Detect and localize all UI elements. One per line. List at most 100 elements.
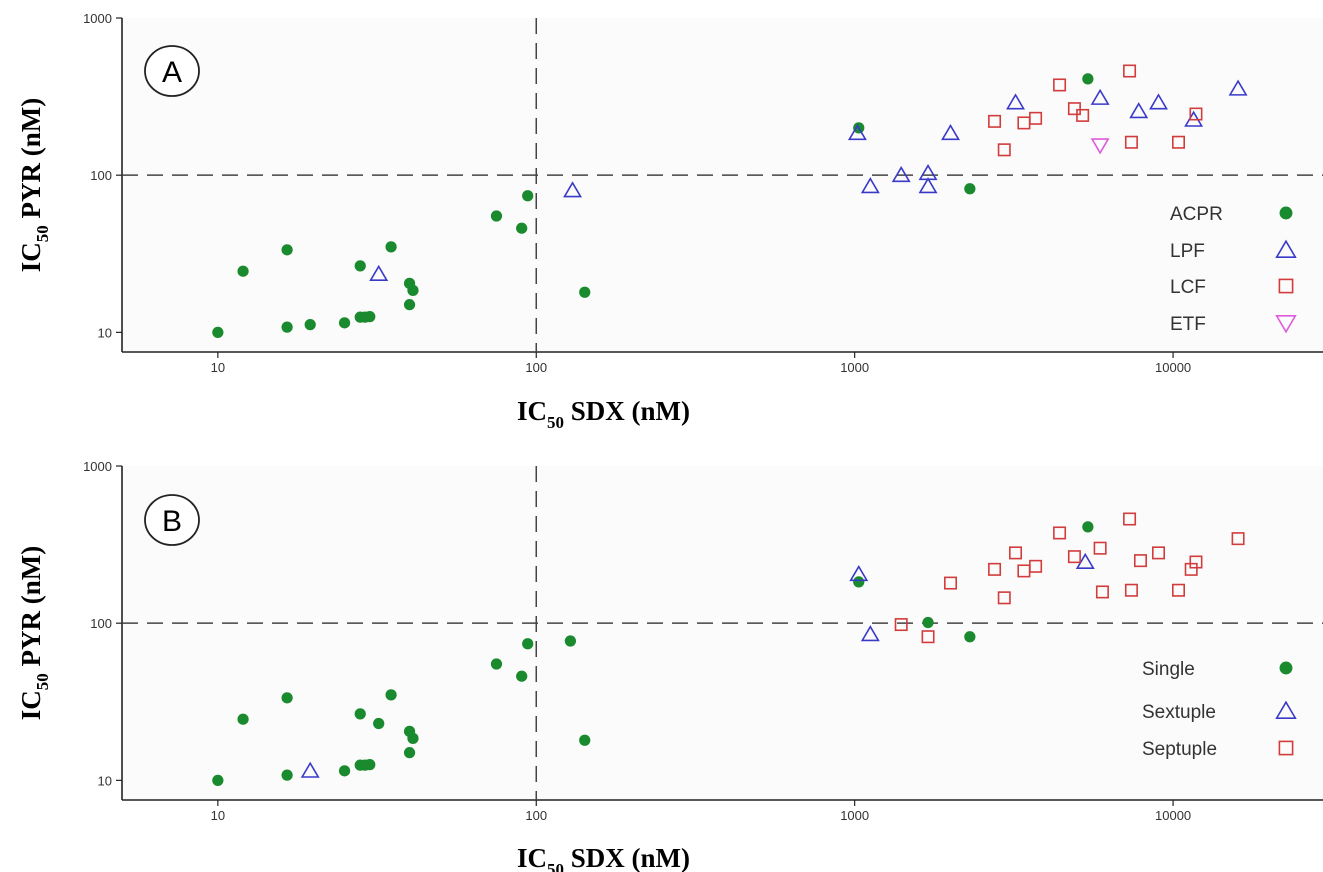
data-point	[403, 747, 416, 759]
panel-b: 10 100 1000 10000 10 100 1000 IC50 SDX (nM) IC50…	[16, 459, 1323, 872]
y-tick-label: 100	[90, 168, 112, 183]
x-axis-title: IC50 SDX (nM)	[517, 843, 690, 872]
data-point	[860, 625, 880, 642]
data-point	[385, 689, 397, 701]
data-point	[997, 591, 1011, 605]
legend-label: ACPR	[1170, 204, 1223, 225]
data-point	[1133, 554, 1147, 568]
data-point	[964, 631, 976, 643]
data-point	[1082, 73, 1094, 85]
data-point	[338, 317, 351, 329]
legend-marker	[1275, 239, 1297, 258]
data-point	[1053, 78, 1067, 92]
data-point	[516, 670, 528, 682]
data-point	[922, 616, 934, 629]
y-axis-title: IC50 PYR (nM)	[16, 98, 52, 273]
data-point	[522, 638, 534, 650]
data-point	[364, 310, 376, 323]
data-point	[1029, 559, 1043, 573]
data-point	[1124, 135, 1138, 149]
data-point	[281, 769, 293, 781]
series-single	[212, 521, 1094, 786]
data-point	[1093, 541, 1107, 555]
data-point	[212, 774, 224, 786]
data-point	[1123, 512, 1137, 526]
panel-label-circle	[144, 494, 200, 546]
data-point	[997, 143, 1011, 157]
data-point	[853, 576, 865, 588]
data-point	[237, 713, 249, 725]
legend-label: LPF	[1170, 241, 1205, 262]
data-point	[281, 692, 293, 704]
y-tick-label: 10	[98, 325, 112, 340]
panel-label: A	[162, 56, 182, 89]
data-point	[403, 299, 416, 311]
data-point	[1123, 64, 1137, 78]
plot-area	[122, 18, 1323, 352]
series-lcf	[988, 64, 1203, 157]
data-point	[944, 576, 958, 590]
data-point	[988, 562, 1002, 576]
x-tick-label: 100	[525, 808, 547, 823]
data-point	[1009, 546, 1023, 560]
data-point	[212, 326, 224, 338]
data-point	[1184, 562, 1198, 576]
legend-marker	[1275, 700, 1297, 719]
data-point	[1082, 521, 1094, 533]
legend-marker	[1275, 315, 1297, 334]
data-point	[1029, 111, 1043, 125]
legend: ACPR LPF LCF ETF	[1170, 204, 1297, 335]
data-point	[1228, 79, 1248, 96]
x-tick-label: 1000	[840, 808, 869, 823]
y-axis-title: IC50 PYR (nM)	[16, 546, 52, 721]
x-tick-label: 100	[525, 360, 547, 375]
data-point	[490, 658, 503, 670]
data-point	[1124, 583, 1138, 597]
data-point	[1152, 546, 1166, 560]
data-point	[281, 244, 293, 256]
data-point	[281, 321, 293, 333]
data-point	[369, 264, 389, 282]
plot-area	[122, 466, 1323, 800]
legend-label: LCF	[1170, 277, 1206, 298]
y-tick-label: 10	[98, 773, 112, 788]
legend-marker	[1279, 661, 1293, 675]
data-point	[373, 717, 385, 730]
data-point	[849, 564, 869, 582]
x-axis-title: IC50 SDX (nM)	[517, 396, 690, 432]
data-point	[564, 635, 577, 647]
data-point	[304, 319, 316, 331]
panel-label: B	[162, 505, 182, 538]
data-point	[891, 165, 911, 183]
panel-label-circle	[144, 45, 200, 97]
data-point	[1189, 555, 1203, 569]
x-tick-label: 10	[211, 808, 225, 823]
data-point	[338, 765, 351, 777]
data-point	[563, 181, 583, 198]
data-point	[964, 183, 976, 195]
legend-marker	[1278, 740, 1294, 756]
data-point	[407, 732, 419, 744]
data-point	[918, 163, 938, 181]
data-point	[385, 241, 397, 253]
data-point	[579, 734, 591, 746]
y-tick-label: 1000	[83, 459, 112, 474]
series-septuple	[894, 512, 1245, 644]
y-tick-label: 100	[90, 616, 112, 631]
x-tick-label: 10	[211, 360, 225, 375]
data-point	[300, 761, 320, 778]
data-point	[918, 177, 938, 194]
data-point	[1053, 526, 1067, 540]
y-tick-label: 1000	[83, 11, 112, 26]
x-tick-label: 1000	[840, 360, 869, 375]
data-point	[1076, 108, 1090, 122]
data-point	[364, 758, 376, 771]
x-tick-label: 10000	[1155, 360, 1191, 375]
data-point	[921, 630, 935, 644]
data-point	[354, 708, 366, 720]
data-point	[1189, 107, 1203, 121]
data-point	[1067, 550, 1081, 564]
data-point	[1006, 93, 1025, 110]
legend-label: ETF	[1170, 314, 1206, 335]
